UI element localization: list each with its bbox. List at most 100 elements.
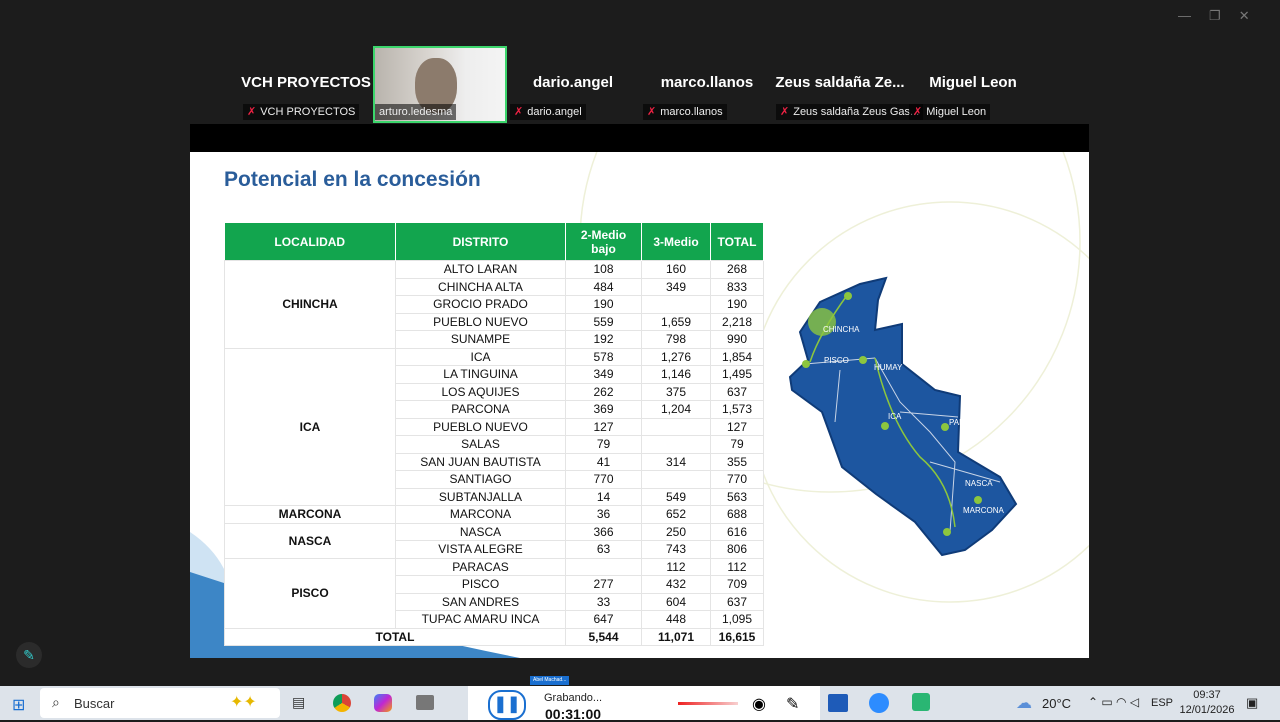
value-cell: 112 [641,557,711,576]
label-text: Miguel Leon [926,106,987,118]
value-cell: 63 [565,540,642,559]
pause-button[interactable]: ❚❚ [488,690,526,720]
value-cell: 2,218 [710,312,764,331]
distrito-cell: PUEBLO NUEVO [395,312,566,331]
value-cell: 770 [710,470,764,489]
value-cell: 112 [710,557,764,576]
value-cell: 250 [641,522,711,541]
value-cell: 484 [565,277,642,296]
tray-icons[interactable]: ⌃ ▭ ◠ ◁ [1088,695,1140,709]
window-controls[interactable]: — ❐ ✕ [1178,8,1250,23]
language[interactable]: ESP [1151,697,1174,709]
value-cell: 604 [641,592,711,611]
value-cell: 79 [565,435,642,454]
distrito-cell: SUBTANJALLA [395,487,566,506]
map [788,276,1018,557]
value-cell: 990 [710,330,764,349]
value-cell: 647 [565,610,642,629]
table-row: PUEBLO NUEVO 559 1,659 2,218 [225,312,764,331]
start-button[interactable]: ⊞ [12,697,26,714]
distrito-cell: TUPAC AMARU INCA [395,610,566,629]
value-cell: 349 [565,365,642,384]
zoom-icon[interactable] [869,693,889,713]
localidad-cell: CHINCHA [224,260,396,349]
distrito-cell: SALAS [395,435,566,454]
distrito-cell: PARCONA [395,400,566,419]
value-cell: 1,854 [710,347,764,366]
value-cell: 432 [641,575,711,594]
participant-label: ✗ Zeus saldaña Zeus Gas... [776,104,924,120]
data-table: LOCALIDAD DISTRITO 2-Medio bajo 3-Medio TOTA… [224,223,764,646]
participant-label: arturo.ledesma [375,104,457,120]
app-icon[interactable] [416,695,434,710]
value-cell: 1,659 [641,312,711,331]
distrito-cell: CHINCHA ALTA [395,277,566,296]
distrito-cell: SAN JUAN BAUTISTA [395,452,566,471]
participant-label: ✗ Miguel Leon [909,104,991,120]
distrito-cell: NASCA [395,522,566,541]
notifications[interactable]: ▣ [1246,695,1259,710]
weather: 20°C [1042,696,1072,711]
person [415,58,457,113]
localidad-cell: ICA [224,347,396,506]
label-text: dario.angel [527,106,582,118]
participant-name: VCH PROYECTOS [241,74,371,91]
table-row: SAN ANDRES 33 604 637 [225,592,764,611]
level-meter [678,702,738,705]
value-cell: 314 [641,452,711,471]
chrome-icon[interactable] [333,694,351,712]
value-cell: 355 [710,452,764,471]
column-header: LOCALIDAD [224,223,396,261]
value-cell: 127 [565,417,642,436]
table-row: LA TINGUINA 349 1,146 1,495 [225,365,764,384]
recording-status: Grabando... [544,692,603,704]
value-cell: 1,095 [710,610,764,629]
task-view[interactable]: ▤ [292,694,306,710]
participant-label: ✗ VCH PROYECTOS [243,104,360,120]
app-icon[interactable] [912,693,930,711]
recording-time: 00:31:00 [545,706,602,722]
value-cell: 652 [641,505,711,524]
total-label: TOTAL [224,627,566,646]
value-cell: 1,204 [641,400,711,419]
value-cell: 375 [641,382,711,401]
total-cell: 16,615 [710,627,764,646]
webcam-button[interactable]: ◉ [752,696,766,713]
value-cell: 563 [710,487,764,506]
pen-button[interactable]: ✎ [786,696,800,713]
weather-icon: ☁ [1016,695,1032,712]
search-box[interactable]: ⌕ Buscar ✦✦ [40,688,280,718]
table-row: SALAS 79 79 [225,435,764,454]
value-cell: 36 [565,505,642,524]
annotate-button[interactable]: ✎ [16,642,42,668]
distrito-cell: LA TINGUINA [395,365,566,384]
total-row: TOTAL 5,544 11,071 16,615 [224,627,764,646]
table-row: CHINCHA ALTO LARAN 108 160 268 [224,260,764,349]
value-cell: 108 [565,260,642,279]
distrito-cell: PARACAS [395,557,566,576]
localidad-cell: PISCO [224,557,396,629]
participant-name: marco.llanos [660,74,754,91]
value-cell: 369 [565,400,642,419]
value-cell: 268 [710,260,764,279]
value-cell [641,470,711,489]
table-row: LOS AQUIJES 262 375 637 [225,382,764,401]
copilot-icon[interactable] [374,694,392,712]
value-cell: 798 [641,330,711,349]
table-row: NASCA NASCA 366 250 616 [224,522,764,559]
value-cell: 806 [710,540,764,559]
value-cell: 770 [565,470,642,489]
value-cell: 637 [710,592,764,611]
distrito-cell: VISTA ALEGRE [395,540,566,559]
video-tile[interactable]: arturo.ledesma [373,46,507,123]
app-icon[interactable] [828,694,848,712]
table-row: PUEBLO NUEVO 127 127 [225,417,764,436]
recorder-user: Abel Machad... [530,676,570,685]
distrito-cell: ICA [395,347,566,366]
table-row: MARCONA MARCONA 36 652 688 [224,505,764,524]
map-label: PISCO [824,356,849,365]
participant-name: Miguel Leon [929,74,1017,91]
column-header: DISTRITO [395,223,566,261]
share-bar [190,124,1089,152]
